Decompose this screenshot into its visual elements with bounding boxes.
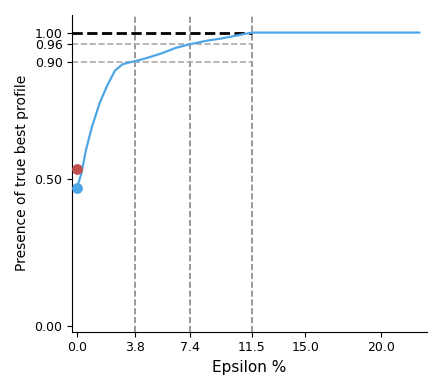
- X-axis label: Epsilon %: Epsilon %: [213, 360, 287, 375]
- Point: [73, 185, 80, 191]
- Point: [73, 166, 80, 172]
- Y-axis label: Presence of true best profile: Presence of true best profile: [15, 75, 29, 271]
